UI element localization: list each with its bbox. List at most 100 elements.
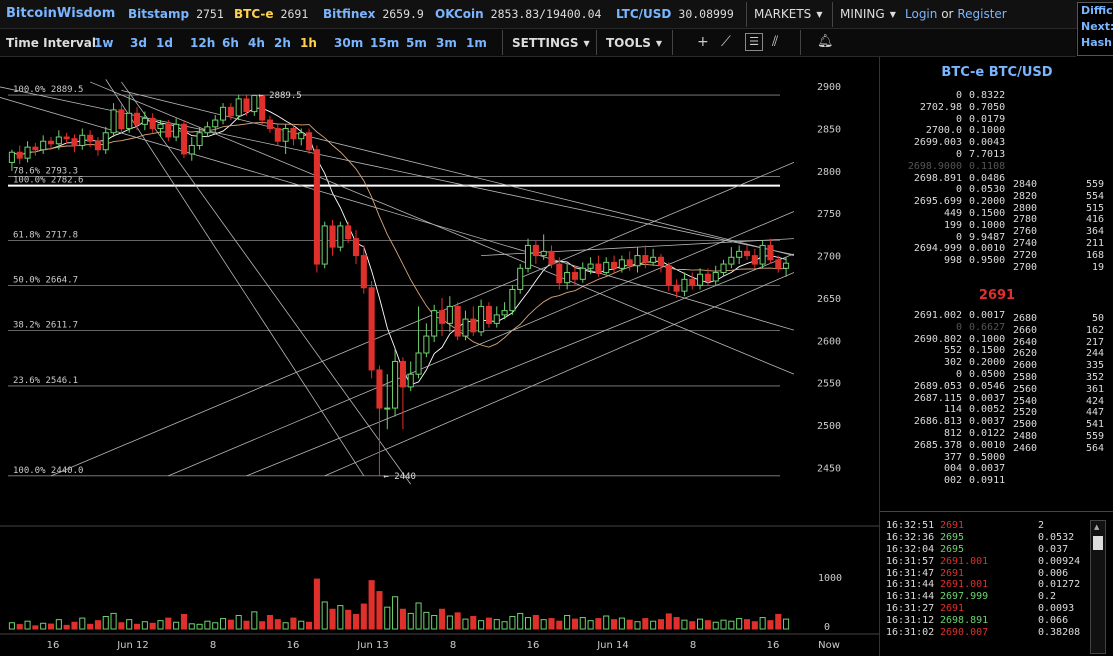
crosshair-icon[interactable]: + — [697, 34, 709, 50]
interval-5m[interactable]: 5m — [406, 36, 427, 50]
interval-1d[interactable]: 1d — [156, 36, 173, 50]
candle-body — [642, 255, 649, 263]
candle-body — [697, 273, 704, 286]
mining-menu[interactable]: MINING ▼ — [840, 7, 896, 21]
scroll-thumb[interactable] — [1093, 536, 1103, 550]
exchange-name[interactable]: LTC/USD — [616, 7, 672, 21]
interval-1w[interactable]: 1w — [94, 36, 114, 50]
exchange-btce[interactable]: BTC-e 2691 — [234, 7, 308, 21]
difficulty-widget[interactable]: Diffic Next: Hash — [1077, 2, 1113, 56]
settings-menu[interactable]: SETTINGS ▼ — [512, 36, 590, 50]
interval-4h[interactable]: 4h — [248, 36, 265, 50]
exchange-okcoin[interactable]: OKCoin 2853.83/19400.04 — [435, 7, 601, 21]
volume-bar — [133, 623, 141, 630]
trade-price: 2691 — [940, 520, 965, 531]
exchange-name[interactable]: Bitstamp — [128, 7, 190, 21]
price-tick-label: 2750 — [817, 209, 841, 220]
candle-body — [32, 146, 39, 151]
volume-bar — [517, 612, 524, 630]
volume-bar — [689, 621, 696, 630]
trade-price: 2691.001 — [940, 579, 989, 591]
volume-bar — [126, 619, 133, 630]
interval-3m[interactable]: 3m — [436, 36, 457, 50]
candle-body — [478, 305, 485, 333]
interval-6h[interactable]: 6h — [222, 36, 239, 50]
time-tick-label: 16 — [47, 640, 60, 651]
volume-bar — [783, 618, 790, 630]
volume-bar — [485, 617, 492, 630]
exchange-bitstamp[interactable]: Bitstamp 2751 — [128, 7, 224, 21]
fib-label: 61.8% 2717.8 — [13, 231, 78, 241]
login-link[interactable]: Login — [905, 7, 938, 21]
order-row: 2740 — [1013, 237, 1038, 249]
exchange-bitfinex[interactable]: Bitfinex 2659.9 — [323, 7, 424, 21]
interval-30m[interactable]: 30m — [334, 36, 364, 50]
candle-body — [767, 244, 774, 261]
order-row: 0.7050 — [969, 101, 1006, 113]
line-tool-icon[interactable]: ⟋ — [721, 34, 731, 50]
order-row: 50 — [1091, 313, 1104, 324]
interval-12h[interactable]: 12h — [190, 36, 216, 50]
divider — [880, 511, 1113, 512]
interval-2h[interactable]: 2h — [274, 36, 291, 50]
exchange-name[interactable]: BTC-e — [234, 7, 274, 21]
order-row: 0 — [955, 90, 962, 101]
exchange-name[interactable]: OKCoin — [435, 7, 484, 21]
trade-time: 16:31:44 — [886, 591, 935, 603]
order-row: 424 — [1085, 395, 1104, 407]
order-row: 564 — [1085, 442, 1104, 454]
trade-price: 2691 — [940, 603, 965, 615]
order-row: 2600 — [1013, 360, 1038, 372]
scroll-up-icon[interactable]: ▲ — [1094, 523, 1100, 531]
trade-time: 16:31:47 — [886, 567, 935, 579]
volume-bar — [736, 618, 743, 630]
volume-bar — [767, 620, 774, 630]
interval-3d[interactable]: 3d — [130, 36, 147, 50]
fib-label: 100.0% 2782.6 — [13, 176, 83, 186]
interval-1h[interactable]: 1h — [300, 36, 317, 50]
volume-bar — [227, 619, 234, 630]
divider — [832, 2, 833, 27]
candle-body — [556, 263, 563, 284]
candle-body — [438, 310, 446, 324]
tools-menu[interactable]: TOOLS ▼ — [606, 36, 662, 50]
volume-bars — [8, 578, 790, 630]
trades-scrollbar[interactable]: ▲ — [1090, 520, 1106, 654]
fan-tool-icon[interactable]: ⫽ — [772, 34, 779, 50]
trend-lines — [0, 79, 795, 485]
volume-bar — [524, 617, 532, 630]
markets-label: MARKETS — [754, 7, 812, 21]
order-row: 0.6627 — [969, 321, 1006, 333]
order-row: 0 — [955, 231, 962, 243]
volume-bar — [415, 602, 422, 630]
volume-bar — [478, 620, 485, 630]
volume-bar — [681, 619, 688, 630]
low-annotation: ← 2440 — [383, 472, 416, 482]
alarm-icon[interactable]: 🔔︎ — [817, 34, 834, 49]
candle-body — [71, 138, 78, 146]
exchange-ltcusd[interactable]: LTC/USD 30.08999 — [616, 7, 734, 21]
candle-body — [376, 369, 383, 409]
order-row: 2694.999 — [913, 243, 962, 255]
horizontal-lines-icon[interactable]: ☰ — [745, 33, 763, 51]
markets-menu[interactable]: MARKETS ▼ — [754, 7, 822, 21]
order-row: 541 — [1085, 419, 1104, 431]
order-row: 0.1500 — [969, 345, 1006, 357]
trade-row: 16:31:44 2697.999 0.2 — [886, 591, 1098, 603]
candle-body — [16, 151, 23, 159]
trade-amount: 0.00924 — [1038, 555, 1081, 567]
volume-bar — [235, 614, 242, 630]
market-title[interactable]: BTC-e BTC/USD — [941, 65, 1053, 80]
trend-line — [246, 253, 795, 477]
candle-body — [94, 140, 101, 151]
interval-1m[interactable]: 1m — [466, 36, 487, 50]
exchange-name[interactable]: Bitfinex — [323, 7, 376, 21]
volume-bar — [775, 613, 782, 630]
brand-logo[interactable]: BitcoinWisdom — [6, 6, 116, 21]
volume-bar — [212, 622, 219, 630]
trade-row: 16:32:04 2695 0.037 — [886, 544, 1098, 556]
candle-body — [587, 263, 594, 269]
interval-15m[interactable]: 15m — [370, 36, 400, 50]
register-link[interactable]: Register — [957, 7, 1007, 21]
